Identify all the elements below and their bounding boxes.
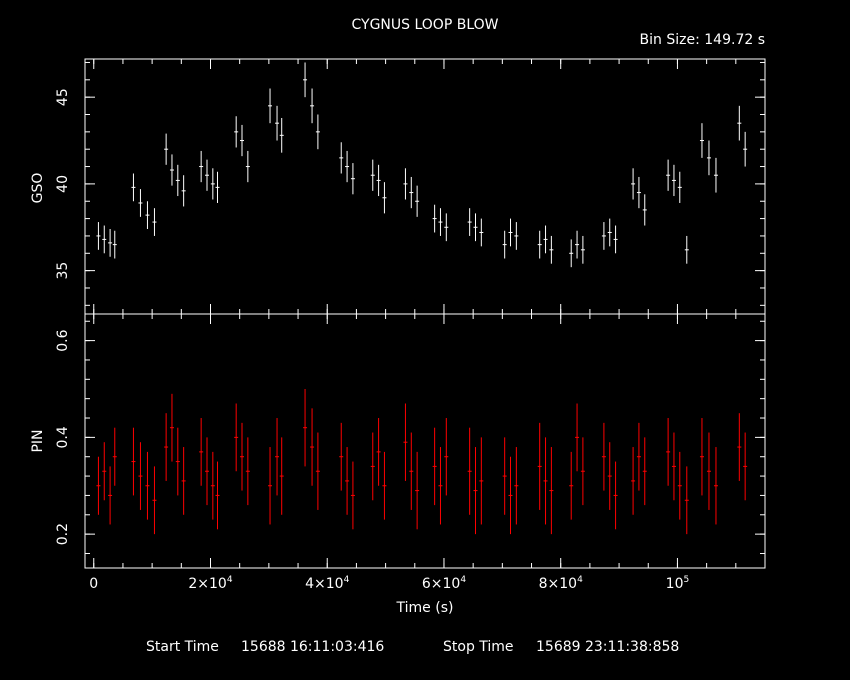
gso-data-points [96,62,748,268]
pin-y-tick-label: 0.6 [55,329,71,351]
pin-data-points [96,388,748,535]
x-axis-label: Time (s) [396,600,454,616]
time-footer: Start Time 15688 16:11:03:416 Stop Time … [146,639,679,655]
x-tick-label: 2×104 [188,575,232,592]
gso-frame [84,58,766,315]
x-tick-label: 105 [666,575,690,592]
chart-title: CYGNUS LOOP BLOW [352,17,499,33]
pin-y-axis-label: PIN [30,429,46,452]
pin-y-tick-label: 0.2 [55,523,71,545]
x-tick-label: 8×104 [539,575,583,592]
gso-y-tick-label: 40 [55,175,71,193]
x-axis-ticks: 0 2×104 4×104 6×104 8×104 105 [89,59,766,592]
bin-size-label: Bin Size: 149.72 s [640,32,765,48]
pin-panel: 0.2 0.4 0.6 PIN [30,313,766,569]
start-time-value: 15688 16:11:03:416 [241,639,384,655]
gso-y-tick-label: 35 [55,262,71,280]
gso-y-ticks: 35 40 45 [55,61,765,306]
stop-time-value: 15689 23:11:38:858 [536,639,679,655]
pin-y-ticks: 0.2 0.4 0.6 [55,320,765,554]
x-tick-label: 6×104 [422,575,466,592]
x-tick-label: 4×104 [305,575,349,592]
gso-y-axis-label: GSO [30,173,46,204]
stop-time-label: Stop Time [443,639,514,655]
x-tick-label: 0 [89,576,98,592]
gso-y-tick-label: 45 [55,88,71,106]
gso-panel: 35 40 45 GSO [30,58,766,315]
pin-y-tick-label: 0.4 [55,426,71,448]
pin-frame [84,313,766,569]
start-time-label: Start Time [146,639,219,655]
